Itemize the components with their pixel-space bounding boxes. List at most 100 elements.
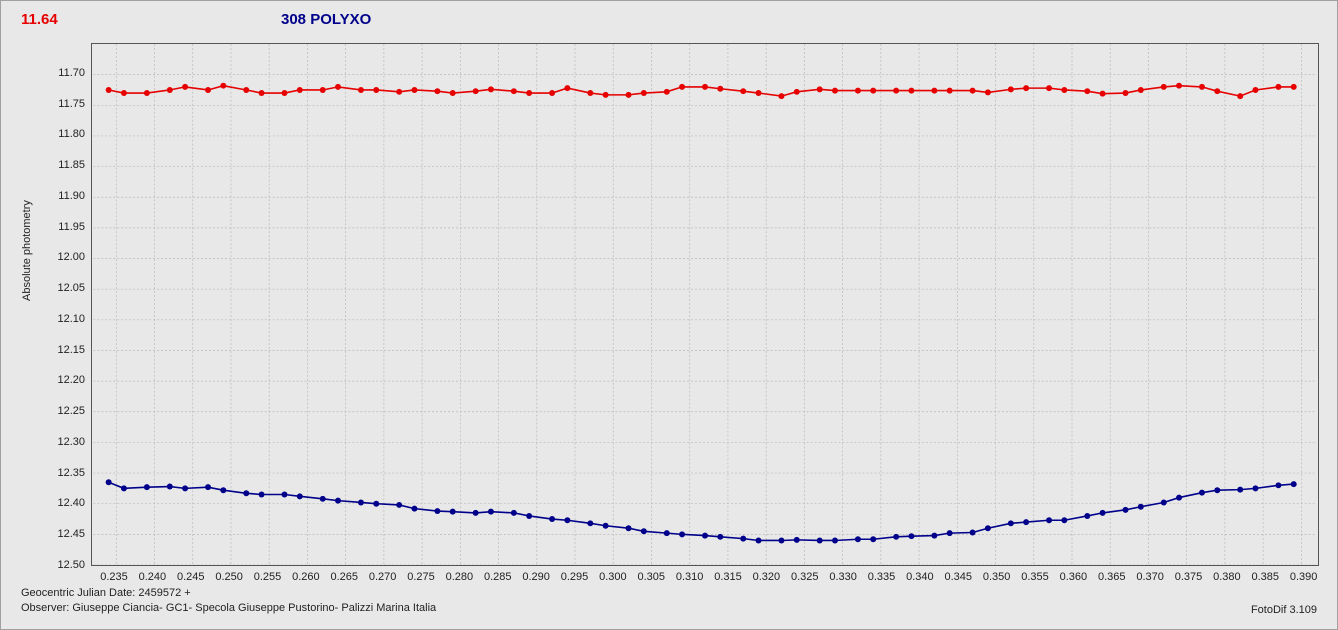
series-point-comparison [1123,90,1129,96]
series-point-target [488,509,494,515]
series-point-comparison [167,87,173,93]
series-point-comparison [817,86,823,92]
series-point-comparison [358,87,364,93]
y-tick: 12.40 [45,497,85,509]
series-point-target [1214,487,1220,493]
series-point-target [641,528,647,534]
series-point-target [794,537,800,543]
x-tick: 0.325 [791,571,819,583]
series-point-comparison [282,90,288,96]
x-tick: 0.260 [292,571,320,583]
series-point-target [832,537,838,543]
series-point-comparison [106,87,112,93]
series-point-target [259,492,265,498]
x-tick: 0.350 [983,571,1011,583]
x-tick: 0.375 [1175,571,1203,583]
series-point-target [220,487,226,493]
series-point-target [855,536,861,542]
series-point-comparison [488,86,494,92]
series-point-comparison [320,87,326,93]
x-tick: 0.335 [868,571,896,583]
series-point-comparison [1023,85,1029,91]
series-point-target [1237,487,1243,493]
series-point-target [1291,481,1297,487]
x-tick: 0.285 [484,571,512,583]
footer-line1: Geocentric Julian Date: 2459572 + [21,586,436,601]
x-tick: 0.310 [676,571,704,583]
series-point-target [1275,482,1281,488]
series-point-target [167,484,173,490]
series-point-target [702,533,708,539]
series-point-target [297,493,303,499]
series-point-comparison [947,88,953,94]
series-point-target [1061,517,1067,523]
series-point-target [1161,499,1167,505]
x-tick: 0.265 [331,571,359,583]
series-point-target [1100,510,1106,516]
series-point-comparison [702,84,708,90]
series-point-comparison [794,89,800,95]
series-point-comparison [870,88,876,94]
series-point-target [870,536,876,542]
series-point-target [282,492,288,498]
series-line-target [109,482,1294,540]
y-tick: 11.75 [45,98,85,110]
series-point-comparison [641,90,647,96]
series-point-comparison [297,87,303,93]
series-point-target [1046,517,1052,523]
series-point-target [985,525,991,531]
series-point-target [1023,519,1029,525]
series-point-target [908,533,914,539]
x-tick: 0.365 [1098,571,1126,583]
x-tick: 0.385 [1252,571,1280,583]
y-tick: 11.95 [45,221,85,233]
x-tick: 0.245 [177,571,205,583]
series-point-comparison [893,88,899,94]
series-point-comparison [396,89,402,95]
series-point-comparison [511,88,517,94]
x-tick: 0.355 [1021,571,1049,583]
footer-text: Geocentric Julian Date: 2459572 + Observ… [21,586,436,616]
series-point-comparison [1199,84,1205,90]
series-point-comparison [220,83,226,89]
y-axis-label: Absolute photometry [21,200,33,301]
x-tick: 0.370 [1136,571,1164,583]
series-point-target [893,534,899,540]
series-point-comparison [679,84,685,90]
y-tick: 11.90 [45,190,85,202]
series-point-comparison [1138,87,1144,93]
series-point-comparison [243,87,249,93]
series-point-target [434,508,440,514]
series-point-target [205,484,211,490]
series-point-comparison [1061,87,1067,93]
x-tick: 0.275 [407,571,435,583]
series-point-target [717,534,723,540]
x-tick: 0.235 [100,571,128,583]
y-tick: 12.00 [45,251,85,263]
series-point-comparison [1214,88,1220,94]
series-point-comparison [473,88,479,94]
series-point-comparison [335,84,341,90]
y-tick: 12.25 [45,405,85,417]
series-point-comparison [434,88,440,94]
series-point-target [1252,485,1258,491]
series-point-comparison [144,90,150,96]
y-tick: 12.20 [45,374,85,386]
series-point-comparison [855,88,861,94]
series-point-target [182,485,188,491]
series-point-comparison [908,88,914,94]
series-point-comparison [1176,83,1182,89]
x-tick: 0.255 [254,571,282,583]
series-point-comparison [626,92,632,98]
series-point-target [1199,490,1205,496]
series-point-target [121,485,127,491]
x-tick: 0.330 [829,571,857,583]
series-point-comparison [717,86,723,92]
series-point-target [411,506,417,512]
series-point-comparison [411,87,417,93]
series-point-comparison [1161,84,1167,90]
series-point-target [1123,507,1129,513]
series-point-target [144,484,150,490]
series-point-target [450,509,456,515]
x-tick: 0.250 [215,571,243,583]
